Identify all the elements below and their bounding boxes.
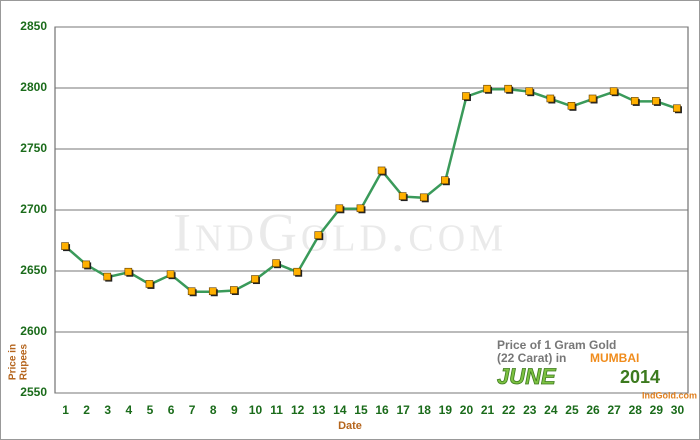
inset-month: JUNE [497,364,557,389]
marker [272,259,280,267]
x-tick-label: 16 [375,403,389,417]
marker [567,102,576,110]
x-tick-label: 13 [312,403,326,417]
marker [462,92,470,100]
x-tick-label: 24 [544,403,558,417]
marker [419,193,428,202]
marker [630,97,639,105]
marker [609,87,618,95]
marker [208,287,217,296]
x-tick-label: 10 [249,403,263,417]
x-axis-label: Date [338,420,362,432]
x-tick-label: 5 [147,403,154,417]
x-tick-label: 26 [586,403,600,417]
marker [293,267,301,276]
marker [483,84,491,93]
grid [55,26,688,394]
x-tick-label: 14 [333,403,347,417]
marker [103,272,112,281]
marker [82,260,90,269]
x-tick-label: 4 [126,403,133,417]
inset-year: 2014 [620,367,660,387]
y-axis-label: Price in [8,344,19,380]
x-tick-label: 17 [396,403,410,417]
x-tick-label: 2 [83,403,90,417]
x-tick-label: 23 [523,403,537,417]
y-tick-label: 2700 [20,202,47,216]
inset-subtitle: (22 Carat) in [497,351,566,365]
x-tick-label: 25 [565,403,579,417]
y-tick-label: 2850 [20,19,47,33]
marker [251,275,259,283]
marker [504,84,512,93]
y-tick-label: 2800 [20,80,47,94]
marker [441,176,449,185]
plot [61,84,682,297]
x-tick-label: 6 [168,403,175,417]
x-tick-label: 28 [629,403,643,417]
inset-title: Price of 1 Gram Gold [497,338,616,352]
x-tick-label: 20 [460,403,474,417]
marker [525,87,534,95]
inset-bg [490,336,680,390]
y-axis-label: Rupees [19,344,30,381]
marker [124,267,133,276]
x-tick-label: 27 [607,403,621,417]
marker [377,166,386,175]
y-tick-label: 2550 [20,385,47,399]
inset-city: MUMBAI [590,351,639,365]
x-tick-label: 15 [354,403,368,417]
inset-site: IndGold.com [642,390,697,400]
x-tick-label: 8 [210,403,217,417]
x-tick-label: 29 [650,403,664,417]
x-tick-label: 7 [189,403,196,417]
marker [230,286,238,294]
x-tick-label: 11 [270,403,283,417]
marker [546,94,555,103]
marker [673,104,681,113]
x-tick-label: 19 [439,403,453,417]
x-tick-label: 3 [104,403,111,417]
marker [166,270,175,278]
x-tick-label: 18 [418,403,432,417]
x-tick-label: 30 [671,403,685,417]
marker [356,204,365,213]
marker [335,204,344,213]
marker [398,192,407,200]
marker [652,97,660,105]
marker [187,287,196,296]
x-tick-label: 9 [231,403,238,417]
y-tick-label: 2750 [20,141,47,155]
marker [314,231,323,239]
x-tick-label: 21 [481,403,495,417]
y-tick-label: 2600 [20,324,47,338]
marker [61,242,69,250]
x-tick-label: 1 [62,403,69,417]
marker [145,280,154,288]
x-tick-label: 22 [502,403,516,417]
x-tick-label: 12 [291,403,305,417]
y-tick-label: 2650 [20,263,47,277]
marker [588,94,597,103]
